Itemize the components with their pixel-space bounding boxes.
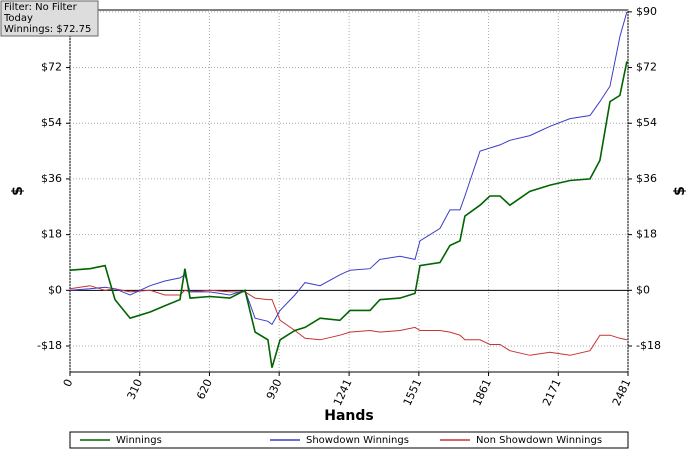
info-text: Winnings: $72.75	[4, 24, 91, 35]
info-box	[0, 0, 99, 37]
y-tick-label: $54	[41, 116, 62, 129]
x-tick-label: 0	[61, 377, 76, 389]
series-line	[69, 61, 628, 368]
info-text: Filter: No Filter	[4, 2, 78, 13]
legend-label: Winnings	[116, 435, 162, 446]
y2-tick-label: $54	[636, 116, 657, 129]
y-axis-label: $	[10, 186, 26, 196]
y2-tick-label: $18	[636, 228, 657, 241]
legend-label: Non Showdown Winnings	[476, 435, 602, 446]
y-tick-label: $36	[41, 172, 62, 185]
y2-tick-label: $36	[636, 172, 657, 185]
y2-axis-label: $	[672, 186, 688, 196]
y-tick-label: -$18	[37, 339, 62, 352]
legend	[69, 431, 629, 449]
y-tick-label: $72	[41, 61, 62, 74]
series-line	[69, 11, 628, 326]
legend-label: Showdown Winnings	[306, 435, 409, 446]
y2-tick-label: -$18	[636, 339, 661, 352]
y2-tick-label: $0	[636, 283, 650, 296]
y-tick-label: $0	[48, 283, 62, 296]
info-text: Today	[3, 13, 33, 24]
x-axis-label: Hands	[324, 408, 374, 424]
y2-tick-label: $90	[636, 5, 657, 18]
y2-tick-label: $72	[636, 61, 657, 74]
y-tick-label: $18	[41, 228, 62, 241]
